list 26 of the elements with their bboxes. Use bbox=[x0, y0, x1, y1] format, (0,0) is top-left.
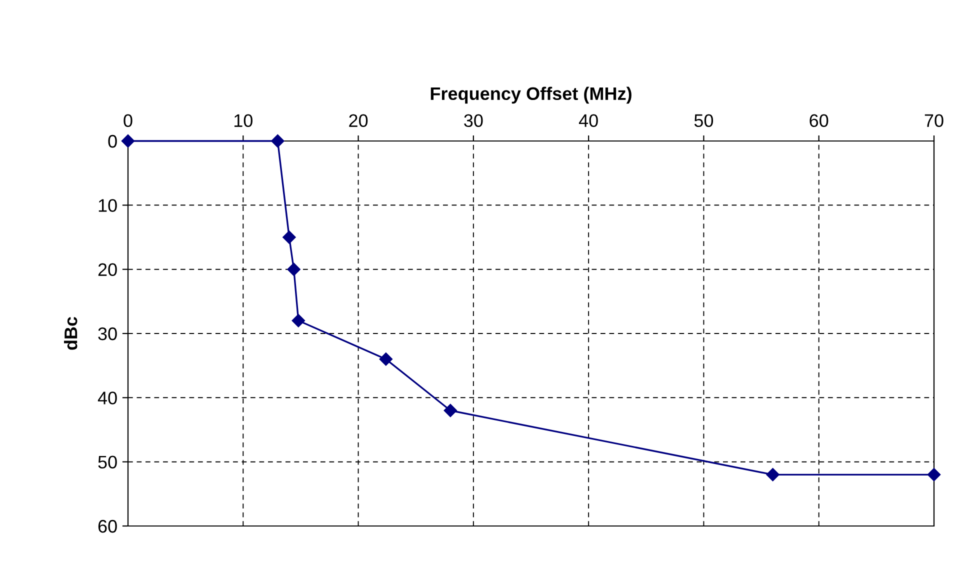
x-tick-label: 50 bbox=[694, 114, 714, 128]
x-tick-label: 40 bbox=[578, 114, 598, 128]
point bbox=[444, 404, 457, 418]
x-tick-label: 30 bbox=[464, 114, 483, 128]
point bbox=[121, 134, 135, 148]
x-axis-title: Frequency Offset (MHz) bbox=[430, 86, 632, 104]
x-tick-label: 10 bbox=[234, 114, 252, 128]
y-tick-label: 0 bbox=[108, 134, 117, 148]
x-tick-label: 20 bbox=[349, 114, 368, 128]
x-tick-label: 0 bbox=[124, 114, 132, 128]
point bbox=[287, 262, 300, 276]
y-tick-label: 10 bbox=[98, 199, 117, 212]
y-tick-label: 20 bbox=[98, 263, 117, 276]
point bbox=[292, 314, 305, 328]
point bbox=[927, 468, 941, 482]
y-tick-label: 40 bbox=[98, 392, 117, 404]
point bbox=[271, 134, 284, 148]
y-tick-label: 50 bbox=[98, 456, 117, 469]
point bbox=[766, 468, 780, 482]
y-tick-label: 60 bbox=[98, 520, 117, 533]
x-tick-label: 60 bbox=[810, 114, 828, 128]
y-axis-title: dBc bbox=[64, 316, 78, 350]
point bbox=[282, 230, 296, 244]
x-tick-label: 70 bbox=[924, 114, 944, 128]
y-tick-label: 30 bbox=[98, 327, 117, 340]
point bbox=[379, 352, 393, 366]
